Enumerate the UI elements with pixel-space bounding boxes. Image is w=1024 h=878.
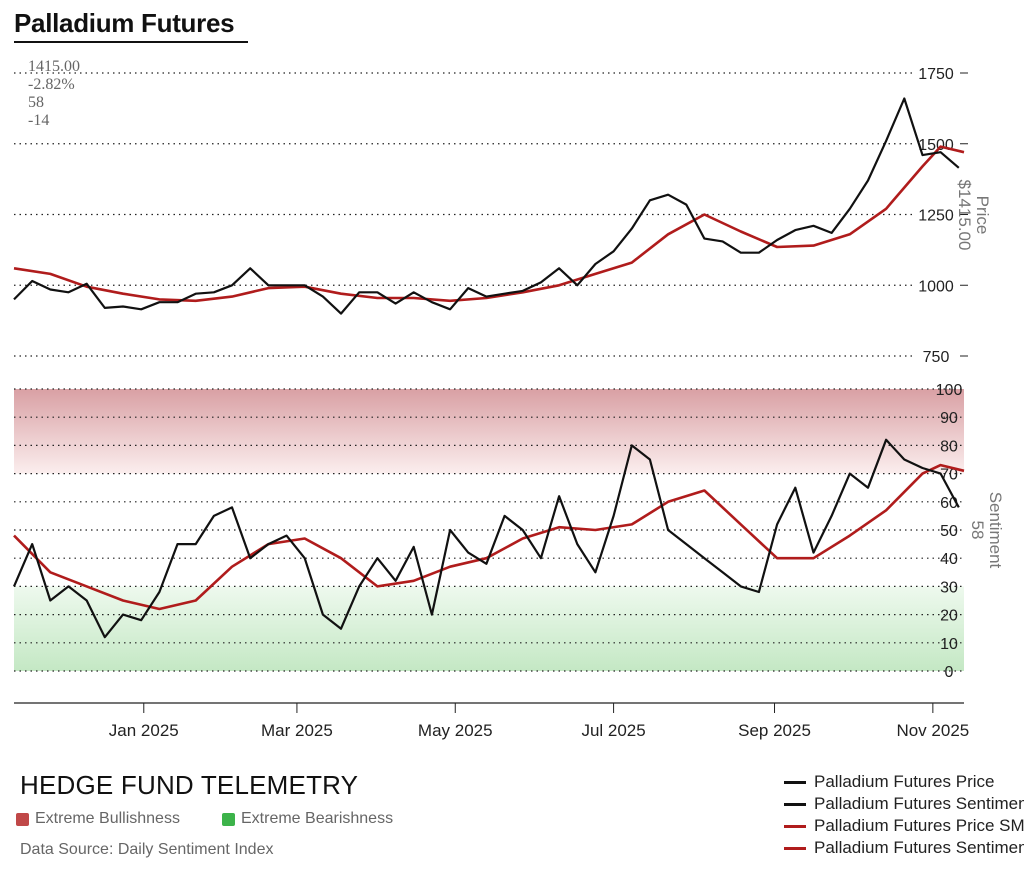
data-source: Data Source: Daily Sentiment Index [20,841,274,858]
bearish-swatch [222,812,235,826]
legend-item-price[interactable]: Palladium Futures Price [784,771,1024,793]
x-tick-label: May 2025 [418,721,493,740]
legend-line-price-sma [784,824,806,828]
sentiment-axis-title: Sentiment58 [968,492,1005,569]
sentiment-tick-label: 100 [936,382,963,399]
sentiment-tick-label: 20 [940,608,958,625]
legend-item-sentiment[interactable]: Palladium Futures Sentiment [784,793,1024,815]
sentiment-tick-label: 90 [940,410,958,427]
legend-label-sentiment: Palladium Futures Sentiment [814,794,1024,813]
x-tick-label: Nov 2025 [896,721,969,740]
sentiment-line [12,438,960,639]
legend-line-price [784,780,806,784]
bullish-swatch [16,812,29,826]
price-tick-label: 1750 [918,66,954,83]
stat-last-price: 1415.00 [28,58,80,75]
x-tick-label: Jan 2025 [109,721,179,740]
price-tick-label: 1000 [918,278,954,295]
sentiment-tick-label: 40 [940,551,958,568]
legend-line-sentiment [784,802,806,806]
legend-label-price: Palladium Futures Price [814,772,995,791]
legend-line-sentiment-sma [784,846,806,850]
extreme-bullish-zone [14,389,964,474]
stats-row: 1415.00 -2.82% 58 -14 [20,40,94,130]
legend-label-price-sma: Palladium Futures Price SMA [814,816,1024,835]
legend-extreme-bullishness: Extreme Bullishness [16,810,180,828]
x-tick-label: Sep 2025 [738,721,811,740]
price-tick-label: 1500 [918,137,954,154]
page-title: Palladium Futures [14,8,235,38]
price-axis-title: Price$1415.00 [955,180,992,251]
extreme-bearish-zone [14,586,964,671]
stat-sentiment: 58 [28,94,44,111]
sentiment-sma-line [13,463,965,611]
legend-item-sentiment-sma[interactable]: Palladium Futures Sentiment SMA [784,837,1024,859]
legend-item-price-sma[interactable]: Palladium Futures Price SMA [784,815,1024,837]
sentiment-tick-label: 80 [940,438,958,455]
stat-sentiment-change: -14 [28,112,50,129]
brand-name: HEDGE FUND TELEMETRY [20,770,359,800]
x-tick-label: Jul 2025 [581,721,645,740]
title-underline [14,41,248,43]
stat-percent-change: -2.82% [28,76,75,93]
x-tick-label: Mar 2025 [261,721,333,740]
chart-svg: 7501000125015001750010203040506070809010… [12,66,1005,740]
bullish-label: Extreme Bullishness [35,810,180,827]
sentiment-tick-label: 0 [945,664,954,681]
bearish-label: Extreme Bearishness [241,810,394,827]
sentiment-tick-label: 10 [940,636,958,653]
sentiment-tick-label: 50 [940,523,958,540]
price-tick-label: 750 [923,349,950,366]
legend-extreme-bearishness: Extreme Bearishness [222,810,393,828]
sentiment-tick-label: 30 [940,579,958,596]
price-sma-line [13,145,965,303]
price-line [13,97,960,315]
series-legend: Palladium Futures Price Palladium Future… [784,771,1024,859]
price-tick-label: 1250 [918,208,954,225]
legend-label-sentiment-sma: Palladium Futures Sentiment SMA [814,838,1024,857]
sentiment-tick-label: 60 [940,495,958,512]
